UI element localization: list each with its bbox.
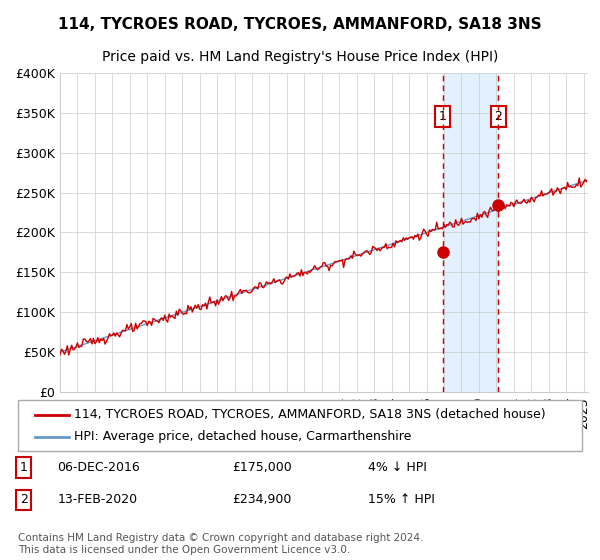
- FancyBboxPatch shape: [18, 400, 582, 451]
- Bar: [443, 73, 499, 392]
- Text: HPI: Average price, detached house, Carmarthenshire: HPI: Average price, detached house, Carm…: [74, 430, 412, 443]
- Text: 06-DEC-2016: 06-DEC-2016: [58, 461, 140, 474]
- Text: Contains HM Land Registry data © Crown copyright and database right 2024.
This d: Contains HM Land Registry data © Crown c…: [18, 533, 424, 555]
- Text: 13-FEB-2020: 13-FEB-2020: [58, 493, 137, 506]
- Text: 114, TYCROES ROAD, TYCROES, AMMANFORD, SA18 3NS (detached house): 114, TYCROES ROAD, TYCROES, AMMANFORD, S…: [74, 408, 546, 421]
- Text: 1: 1: [20, 461, 28, 474]
- Text: £175,000: £175,000: [232, 461, 292, 474]
- Text: 4% ↓ HPI: 4% ↓ HPI: [368, 461, 427, 474]
- Text: 1: 1: [439, 110, 446, 123]
- Text: Price paid vs. HM Land Registry's House Price Index (HPI): Price paid vs. HM Land Registry's House …: [102, 50, 498, 64]
- Text: 2: 2: [20, 493, 28, 506]
- Text: £234,900: £234,900: [232, 493, 292, 506]
- Text: 2: 2: [494, 110, 502, 123]
- Text: 15% ↑ HPI: 15% ↑ HPI: [368, 493, 434, 506]
- Text: 114, TYCROES ROAD, TYCROES, AMMANFORD, SA18 3NS: 114, TYCROES ROAD, TYCROES, AMMANFORD, S…: [58, 17, 542, 32]
